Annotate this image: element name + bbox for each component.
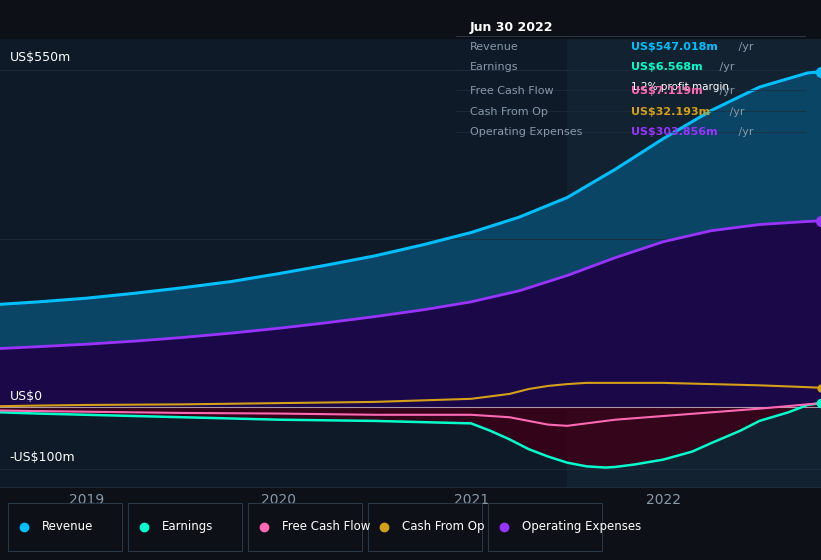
Text: US$303.856m: US$303.856m	[631, 127, 718, 137]
Bar	[369, 503, 483, 550]
Text: Earnings: Earnings	[163, 520, 213, 534]
Text: Free Cash Flow: Free Cash Flow	[470, 86, 553, 96]
Text: US$547.018m: US$547.018m	[631, 42, 718, 52]
Text: Revenue: Revenue	[42, 520, 94, 534]
Text: Operating Expenses: Operating Expenses	[522, 520, 641, 534]
Text: Free Cash Flow: Free Cash Flow	[282, 520, 370, 534]
Text: Operating Expenses: Operating Expenses	[470, 127, 582, 137]
Text: Cash From Op: Cash From Op	[402, 520, 484, 534]
Text: US$0: US$0	[10, 390, 43, 403]
Text: /yr: /yr	[726, 106, 744, 116]
Text: 1.2% profit margin: 1.2% profit margin	[631, 82, 729, 91]
Text: US$550m: US$550m	[10, 51, 71, 64]
Text: Earnings: Earnings	[470, 62, 518, 72]
Text: Jun 30 2022: Jun 30 2022	[470, 21, 553, 34]
Text: /yr: /yr	[716, 86, 735, 96]
Bar	[249, 503, 362, 550]
Text: Cash From Op: Cash From Op	[470, 106, 548, 116]
Text: US$32.193m: US$32.193m	[631, 106, 710, 116]
Text: US$7.119m: US$7.119m	[631, 86, 703, 96]
Text: -US$100m: -US$100m	[10, 451, 76, 464]
Text: /yr: /yr	[735, 127, 754, 137]
Bar	[567, 39, 821, 487]
Text: /yr: /yr	[735, 42, 754, 52]
Text: /yr: /yr	[716, 62, 735, 72]
Bar	[488, 503, 603, 550]
Bar	[128, 503, 242, 550]
Bar	[8, 503, 122, 550]
Text: US$6.568m: US$6.568m	[631, 62, 703, 72]
Text: Revenue: Revenue	[470, 42, 518, 52]
